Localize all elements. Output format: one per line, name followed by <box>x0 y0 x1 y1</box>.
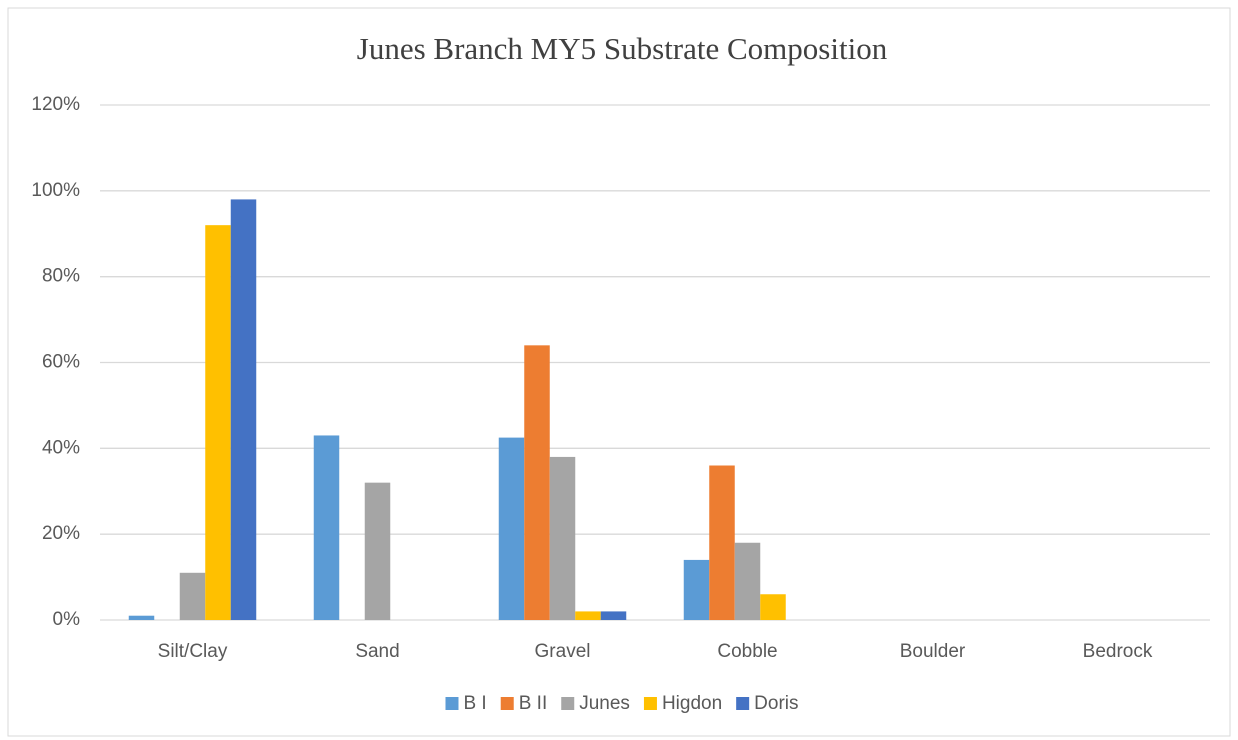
bar <box>128 615 155 620</box>
bar <box>179 572 206 620</box>
legend-swatch <box>643 697 657 710</box>
legend-label: Doris <box>754 693 798 714</box>
y-tick-label: 80% <box>42 266 80 287</box>
x-tick-label: Gravel <box>535 641 591 662</box>
bar <box>313 435 340 620</box>
bar <box>600 611 627 620</box>
x-tick-label: Sand <box>355 641 399 662</box>
legend-label: B I <box>463 693 486 714</box>
legend-label: Junes <box>579 693 630 714</box>
x-tick-label: Silt/Clay <box>158 641 228 662</box>
bar <box>575 611 601 620</box>
bar <box>498 437 525 620</box>
legend-swatch <box>561 697 575 710</box>
y-tick-label: 60% <box>42 352 80 373</box>
x-tick-label: Bedrock <box>1083 641 1153 662</box>
bar <box>549 456 576 620</box>
legend-label: Higdon <box>662 693 722 714</box>
y-tick-label: 100% <box>31 180 80 201</box>
bar <box>734 542 761 620</box>
bar <box>205 225 231 620</box>
bar <box>364 482 391 620</box>
legend-swatch <box>736 697 750 710</box>
bar <box>230 199 257 620</box>
legend-swatch <box>500 697 514 710</box>
legend-swatch <box>445 697 459 710</box>
legend-label: B II <box>519 693 548 714</box>
bar <box>760 594 786 620</box>
bar <box>709 465 735 620</box>
y-tick-label: 40% <box>42 437 80 458</box>
y-tick-label: 20% <box>42 523 80 544</box>
bar <box>683 559 710 620</box>
y-tick-label: 120% <box>31 94 80 115</box>
x-tick-label: Boulder <box>900 641 966 662</box>
y-tick-label: 0% <box>53 609 81 630</box>
chart-frame <box>7 7 1231 737</box>
chart-title: Junes Branch MY5 Substrate Composition <box>357 31 888 66</box>
x-tick-label: Cobble <box>717 641 777 662</box>
bar <box>524 345 550 620</box>
